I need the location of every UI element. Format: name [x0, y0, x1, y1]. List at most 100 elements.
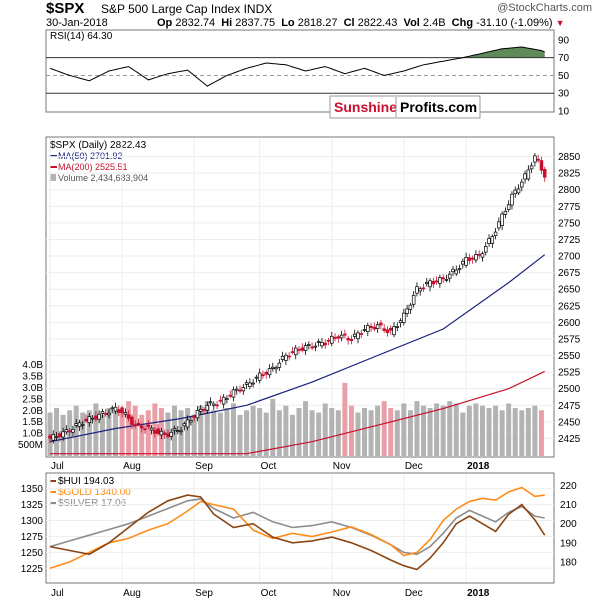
volume-bar	[139, 414, 145, 456]
candle-body	[513, 189, 517, 195]
candle-body	[405, 308, 409, 314]
volume-bar	[381, 401, 387, 456]
comparison-panel: $HUI 194.03 $GOLD 1340.00 $SILVER 17.06 …	[21, 472, 577, 599]
volume-bar	[106, 408, 112, 456]
comparison-month-tick-label: Sep	[195, 588, 213, 599]
silver-legend: $SILVER 17.06	[58, 498, 127, 509]
volume-bar	[80, 412, 86, 456]
candle-body	[408, 304, 413, 310]
candle-body	[212, 403, 216, 406]
candle-body	[330, 335, 334, 344]
right-tick-label: 210	[560, 500, 577, 511]
volume-bar	[506, 403, 512, 456]
candle-body	[251, 382, 255, 385]
candle-body	[320, 342, 324, 347]
volume-bar	[296, 408, 302, 456]
comparison-frame	[45, 472, 555, 584]
symbol: $SPX	[46, 0, 85, 17]
volume-bar	[493, 405, 499, 456]
volume-bar	[355, 412, 361, 456]
candle-body	[84, 418, 88, 422]
candle-body	[81, 424, 85, 426]
candle-body	[185, 419, 190, 428]
volume-tick-label: 1.5B	[22, 417, 43, 428]
volume-bar	[145, 410, 151, 456]
candle-body	[392, 326, 396, 336]
comparison-month-tick-label: Dec	[405, 588, 423, 599]
month-tick-label: Dec	[405, 461, 423, 472]
volume-bar	[309, 410, 315, 456]
left-tick-label: 1350	[21, 484, 44, 495]
candle-body	[444, 279, 449, 281]
volume-bar	[316, 412, 322, 456]
price-tick-label: 2775	[558, 202, 581, 213]
candle-body	[293, 347, 298, 356]
ma50-legend: MA(50) 2701.92	[58, 151, 123, 161]
candle-body	[467, 257, 472, 261]
candle-body	[48, 435, 52, 439]
quote-line: Op 2832.74 Hi 2837.75 Lo 2818.27 Cl 2822…	[157, 17, 565, 29]
candle-body	[205, 405, 210, 411]
candle-body	[336, 336, 341, 339]
open-label: Op	[157, 17, 173, 29]
candle-body	[149, 427, 154, 431]
candle-body	[202, 409, 206, 411]
rsi-panel: RSI(14) 64.30 90 70 50 30 10	[45, 29, 570, 118]
candle-body	[274, 367, 278, 370]
volume-bar	[322, 403, 328, 456]
price-tick-label: 2675	[558, 268, 581, 279]
price-tick-label: 2800	[558, 185, 581, 196]
volume-bar	[427, 408, 433, 456]
candle-body	[215, 404, 219, 407]
price-tick-label: 2625	[558, 301, 581, 312]
vol-value: 2.4B	[422, 17, 446, 29]
high-value: 2837.75	[235, 17, 276, 29]
price-tick-label: 2575	[558, 334, 581, 345]
candle-body	[516, 188, 521, 194]
high-label: Hi	[221, 17, 233, 29]
candle-body	[539, 160, 544, 171]
volume-swatch	[50, 174, 56, 181]
volume-bar	[73, 405, 79, 456]
volume-bar	[93, 403, 99, 456]
volume-bar	[421, 405, 426, 456]
vol-label: Vol	[403, 17, 420, 29]
candle-body	[497, 221, 501, 229]
quote-date: 30-Jan-2018	[46, 17, 108, 29]
volume-bar	[453, 403, 459, 456]
volume-tick-label: 2.0B	[22, 406, 43, 417]
volume-bar	[126, 401, 132, 456]
candle-body	[87, 416, 92, 423]
candle-body	[385, 329, 390, 333]
volume-bar	[348, 405, 354, 456]
right-tick-label: 180	[560, 557, 577, 568]
price-panel: $SPX (Daily) 2822.43 MA(50) 2701.92 MA(2…	[18, 136, 581, 472]
candle-body	[369, 325, 373, 328]
candle-body	[189, 420, 193, 423]
candle-body	[425, 282, 429, 285]
candle-body	[238, 389, 242, 392]
rsi-tick-label: 90	[558, 35, 570, 46]
volume-bar	[54, 408, 60, 456]
candle-body	[428, 280, 432, 288]
month-tick-label: Sep	[195, 461, 213, 472]
volume-tick-label: 3.5B	[22, 372, 43, 383]
right-tick-label: 200	[560, 519, 577, 530]
volume-bar	[440, 405, 446, 456]
candle-body	[441, 277, 445, 280]
volume-bar	[512, 408, 518, 456]
volume-bar	[303, 401, 309, 456]
candle-body	[457, 268, 462, 270]
volume-bar	[99, 414, 105, 456]
candle-body	[395, 326, 400, 328]
candle-body	[333, 337, 337, 339]
volume-bar	[211, 410, 217, 456]
chg-label: Chg	[451, 17, 474, 29]
brand-box	[329, 95, 481, 119]
volume-bar	[185, 408, 191, 456]
candle-body	[71, 429, 75, 433]
left-tick-label: 1300	[21, 516, 44, 527]
month-tick-label: Oct	[261, 461, 277, 472]
candle-body	[343, 333, 347, 336]
candle-body	[277, 362, 282, 368]
